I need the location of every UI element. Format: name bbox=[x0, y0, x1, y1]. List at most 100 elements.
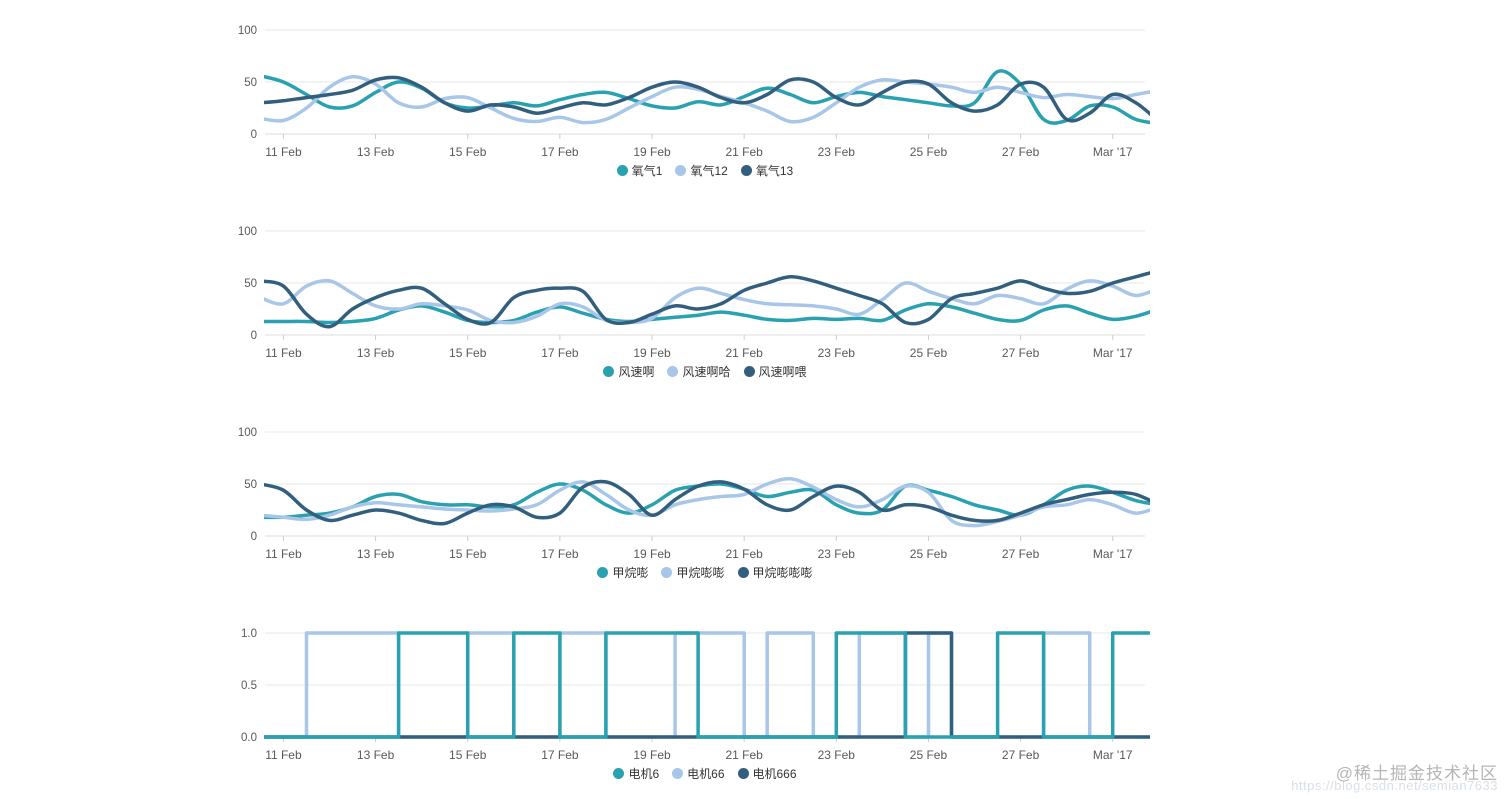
legend-marker-icon bbox=[740, 165, 752, 176]
x-axis-tick-label: 27 Feb bbox=[1002, 145, 1040, 159]
legend-item-电机6[interactable]: 电机6 bbox=[613, 765, 659, 782]
chart-legend: 氧气1 氧气12 氧气13 bbox=[265, 162, 1145, 179]
series-line-风速啊喂 bbox=[264, 271, 1150, 329]
y-axis-tick-label: 50 bbox=[244, 77, 257, 89]
x-axis-tick-label: 13 Feb bbox=[357, 748, 395, 762]
legend-marker-icon bbox=[603, 366, 615, 377]
x-axis-tick-label: 25 Feb bbox=[910, 748, 948, 762]
legend-label: 风速啊哈 bbox=[682, 365, 731, 379]
legend-label: 甲烷嘭嘭 bbox=[676, 566, 725, 580]
x-axis-tick-label: 15 Feb bbox=[449, 547, 487, 561]
x-axis-tick-label: 13 Feb bbox=[357, 547, 395, 561]
x-axis-tick-label: 11 Feb bbox=[265, 748, 302, 762]
legend-item-风速啊[interactable]: 风速啊 bbox=[603, 363, 654, 380]
x-axis-tick-label: 19 Feb bbox=[633, 346, 671, 360]
legend-label: 甲烷嘭嘭嘭 bbox=[752, 566, 813, 580]
legend-marker-icon bbox=[743, 366, 755, 377]
legend-item-甲烷嘭[interactable]: 甲烷嘭 bbox=[597, 564, 648, 581]
series-line-氧气1 bbox=[264, 69, 1150, 125]
chart-legend: 风速啊 风速啊哈 风速啊喂 bbox=[265, 363, 1145, 380]
chart-motor: 1.0 0.5 0.0 11 Feb 13 Feb 15 Feb 17 Feb 19 Feb 2… bbox=[0, 623, 1512, 799]
legend-label: 氧气12 bbox=[690, 164, 728, 178]
y-axis-tick-label: 100 bbox=[238, 226, 257, 238]
x-axis-tick-label: 23 Feb bbox=[818, 748, 856, 762]
legend-marker-icon bbox=[667, 366, 679, 377]
y-axis-tick-label: 0 bbox=[251, 330, 257, 342]
legend-label: 风速啊 bbox=[618, 365, 655, 379]
x-axis-tick-label: 25 Feb bbox=[910, 547, 948, 561]
chart-methane: 100 50 0 11 Feb 13 Feb 15 Feb 17 Feb 19 Feb 21 F… bbox=[0, 422, 1512, 622]
series-group bbox=[264, 271, 1150, 329]
series-line-氧气13 bbox=[264, 75, 1150, 123]
x-axis-tick-label: Mar '17 bbox=[1093, 145, 1133, 159]
x-axis-tick-label: 21 Feb bbox=[725, 346, 763, 360]
legend-marker-icon bbox=[661, 567, 673, 578]
x-axis-tick-label: 13 Feb bbox=[357, 346, 395, 360]
x-axis-tick-label: 17 Feb bbox=[541, 145, 579, 159]
legend-marker-icon bbox=[616, 165, 628, 176]
legend-label: 电机66 bbox=[687, 767, 725, 781]
x-axis-tick-label: 15 Feb bbox=[449, 748, 487, 762]
line-chart-svg: 100 50 0 11 Feb 13 Feb 15 Feb 17 Feb 19 Feb 21 F… bbox=[238, 427, 1150, 561]
chart-legend: 电机6 电机66 电机666 bbox=[265, 765, 1145, 782]
x-axis-tick-label: 21 Feb bbox=[725, 748, 763, 762]
chart-wind-speed: 100 50 0 11 Feb 13 Feb 15 Feb 17 Feb 19 Feb 21 F… bbox=[0, 221, 1512, 421]
x-axis-tick-label: 19 Feb bbox=[633, 547, 671, 561]
legend-marker-icon bbox=[675, 165, 687, 176]
series-line-风速啊哈 bbox=[264, 278, 1150, 325]
chart-legend: 甲烷嘭 甲烷嘭嘭 甲烷嘭嘭嘭 bbox=[265, 564, 1145, 581]
y-axis-tick-label: 100 bbox=[238, 427, 257, 439]
legend-item-风速啊哈[interactable]: 风速啊哈 bbox=[667, 363, 731, 380]
legend-marker-icon bbox=[737, 768, 749, 779]
series-group bbox=[264, 69, 1150, 125]
legend-item-氧气13[interactable]: 氧气13 bbox=[740, 162, 794, 179]
legend-item-风速啊喂[interactable]: 风速啊喂 bbox=[743, 363, 807, 380]
x-axis-tick-label: 25 Feb bbox=[910, 145, 948, 159]
legend-item-电机66[interactable]: 电机66 bbox=[672, 765, 725, 782]
x-axis-tick-label: 23 Feb bbox=[818, 346, 856, 360]
y-axis-tick-label: 50 bbox=[244, 278, 257, 290]
y-axis-tick-label: 100 bbox=[238, 25, 257, 37]
legend-label: 氧气13 bbox=[755, 164, 794, 178]
legend-item-氧气1[interactable]: 氧气1 bbox=[616, 162, 663, 179]
x-axis-tick-label: 19 Feb bbox=[633, 145, 671, 159]
line-chart-svg: 100 50 0 11 Feb 13 Feb 15 Feb 17 Feb 19 Feb 21 F… bbox=[238, 226, 1150, 360]
series-line-甲烷嘭嘭嘭 bbox=[264, 479, 1150, 526]
legend-marker-icon bbox=[737, 567, 749, 578]
line-chart-svg: 100 50 0 11 Feb 13 Feb 15 Feb 17 Feb 19 Feb 21 F… bbox=[238, 25, 1150, 159]
series-line-电机6 bbox=[264, 631, 1150, 739]
x-axis-tick-label: 21 Feb bbox=[725, 547, 763, 561]
x-axis-tick-label: 27 Feb bbox=[1002, 346, 1040, 360]
x-axis-tick-label: Mar '17 bbox=[1093, 748, 1133, 762]
legend-item-甲烷嘭嘭嘭[interactable]: 甲烷嘭嘭嘭 bbox=[737, 564, 813, 581]
legend-label: 氧气1 bbox=[631, 164, 663, 178]
y-axis-tick-label: 1.0 bbox=[241, 628, 257, 640]
x-axis-tick-label: 27 Feb bbox=[1002, 748, 1040, 762]
x-axis-tick-label: 27 Feb bbox=[1002, 547, 1040, 561]
x-axis-tick-label: 25 Feb bbox=[910, 346, 948, 360]
legend-label: 甲烷嘭 bbox=[612, 566, 649, 580]
legend-item-甲烷嘭嘭[interactable]: 甲烷嘭嘭 bbox=[661, 564, 725, 581]
legend-marker-icon bbox=[672, 768, 684, 779]
x-axis-tick-label: 23 Feb bbox=[818, 145, 856, 159]
step-chart-svg: 1.0 0.5 0.0 11 Feb 13 Feb 15 Feb 17 Feb 19 Feb 2… bbox=[241, 628, 1150, 762]
x-axis-tick-label: 21 Feb bbox=[725, 145, 763, 159]
series-group bbox=[264, 477, 1150, 528]
legend-item-电机666[interactable]: 电机666 bbox=[737, 765, 797, 782]
legend-label: 风速啊喂 bbox=[758, 365, 807, 379]
y-axis-tick-label: 50 bbox=[244, 479, 257, 491]
x-axis-tick-label: 17 Feb bbox=[541, 748, 579, 762]
legend-item-氧气12[interactable]: 氧气12 bbox=[675, 162, 728, 179]
x-axis-tick-label: 17 Feb bbox=[541, 547, 579, 561]
x-axis-tick-label: 13 Feb bbox=[357, 145, 395, 159]
x-axis-tick-label: 17 Feb bbox=[541, 346, 579, 360]
x-axis-tick-label: Mar '17 bbox=[1093, 346, 1133, 360]
chart-oxygen: 100 50 0 11 Feb 13 Feb 15 Feb 17 Feb 19 Feb 21 F… bbox=[0, 20, 1512, 220]
x-axis-tick-label: 15 Feb bbox=[449, 145, 487, 159]
x-axis-tick-label: 23 Feb bbox=[818, 547, 856, 561]
x-axis-tick-label: Mar '17 bbox=[1093, 547, 1133, 561]
legend-label: 电机6 bbox=[628, 767, 660, 781]
legend-marker-icon bbox=[613, 768, 625, 779]
y-axis-tick-label: 0.5 bbox=[241, 680, 257, 692]
